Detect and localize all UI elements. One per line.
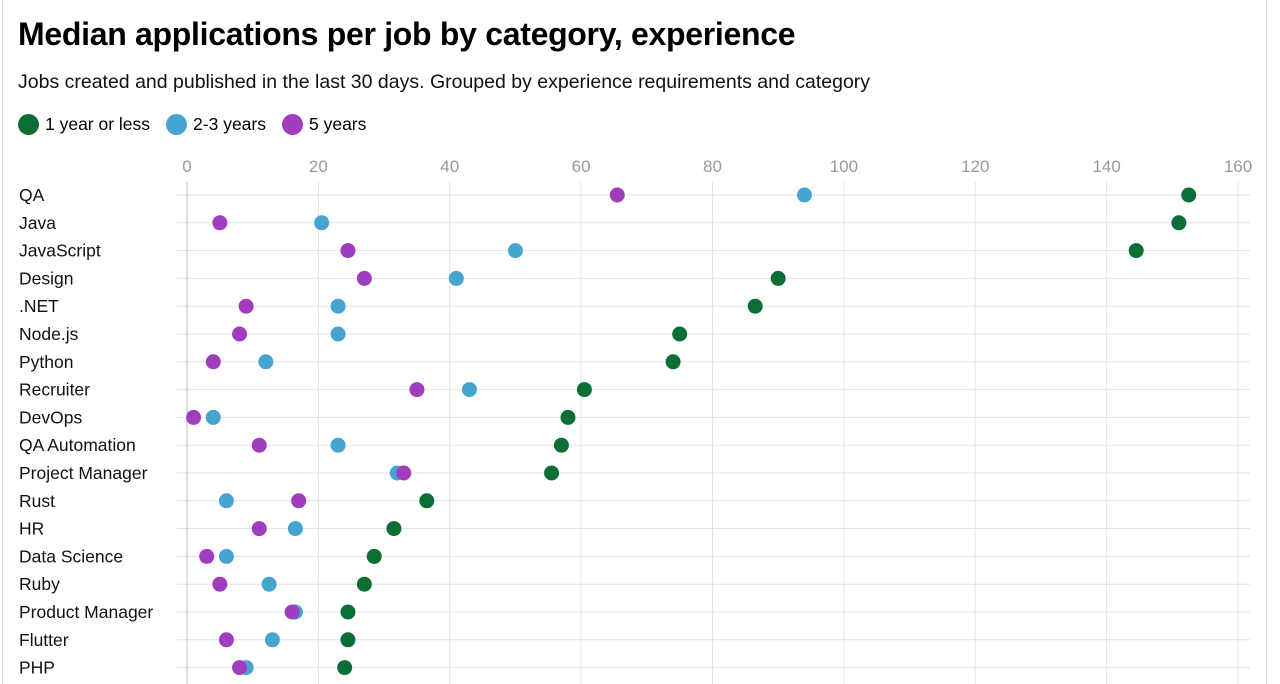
point-2-3-years-flutter bbox=[264, 632, 280, 648]
category-label-qa-automation: QA Automation bbox=[19, 435, 136, 455]
point-2-3-years-recruiter bbox=[461, 382, 477, 398]
point-2-3-years-rust bbox=[218, 493, 234, 509]
category-label-python: Python bbox=[19, 352, 73, 372]
x-tick-label: 40 bbox=[440, 157, 459, 176]
category-label-design: Design bbox=[19, 268, 73, 288]
point-2-3-years-java bbox=[314, 215, 330, 231]
point-2-3-years-design bbox=[448, 270, 464, 286]
point-1-year-or-less-rust bbox=[419, 493, 435, 509]
chart-title: Median applications per job by category,… bbox=[18, 16, 796, 52]
legend-label-5-years: 5 years bbox=[309, 114, 367, 134]
category-label-qa: QA bbox=[19, 185, 45, 205]
point-1-year-or-less-hr bbox=[386, 521, 402, 537]
point-1-year-or-less-flutter bbox=[340, 632, 356, 648]
x-tick-label: 0 bbox=[182, 157, 191, 176]
point-1-year-or-less-design bbox=[770, 270, 786, 286]
point-1-year-or-less-recruiter bbox=[576, 382, 592, 398]
point-5-years-flutter bbox=[218, 632, 234, 648]
point-1-year-or-less-qa-automation bbox=[553, 437, 569, 453]
x-tick-label: 120 bbox=[961, 157, 989, 176]
point-5-years-data-science bbox=[199, 548, 215, 564]
point-2-3-years-hr bbox=[287, 521, 303, 537]
legend: 1 year or less 2-3 years 5 years bbox=[18, 114, 366, 135]
category-label-hr: HR bbox=[19, 519, 44, 539]
legend-item-2-3-years: 2-3 years bbox=[166, 114, 266, 135]
point-5-years-qa-automation bbox=[251, 437, 267, 453]
category-label-devops: DevOps bbox=[19, 407, 82, 427]
chart-subtitle: Jobs created and published in the last 3… bbox=[18, 71, 871, 93]
point-2-3-years-javascript bbox=[507, 243, 523, 259]
point-2-3-years-python bbox=[258, 354, 274, 370]
point-5-years-devops bbox=[186, 409, 202, 425]
point-1-year-or-less-product-manager bbox=[340, 604, 356, 620]
point-1-year-or-less-python bbox=[665, 354, 681, 370]
point-5-years-python bbox=[205, 354, 221, 370]
point-2-3-years-qa-automation bbox=[330, 437, 346, 453]
point-1-year-or-less-php bbox=[337, 660, 353, 676]
x-tick-label: 140 bbox=[1092, 157, 1120, 176]
point-5-years-product-manager bbox=[284, 604, 300, 620]
category-label-ruby: Ruby bbox=[19, 574, 60, 594]
category-label-javascript: JavaScript bbox=[19, 241, 101, 261]
legend-swatch-5-years bbox=[282, 114, 303, 135]
category-label-rust: Rust bbox=[19, 491, 55, 511]
point-5-years-hr bbox=[251, 521, 267, 537]
point-2-3-years-ruby bbox=[261, 576, 277, 592]
point-2-3-years-qa bbox=[796, 187, 812, 203]
point-5-years-php bbox=[232, 660, 248, 676]
point-5-years-project-manager bbox=[396, 465, 412, 481]
point-2-3-years-data-science bbox=[218, 548, 234, 564]
category-label-node-js: Node.js bbox=[19, 324, 79, 344]
point-1-year-or-less-javascript bbox=[1128, 243, 1144, 259]
point-1-year-or-less-project-manager bbox=[544, 465, 560, 481]
x-tick-label: 160 bbox=[1224, 157, 1252, 176]
point-1-year-or-less-ruby bbox=[356, 576, 372, 592]
x-tick-label: 60 bbox=[572, 157, 591, 176]
legend-item-1-year-or-less: 1 year or less bbox=[18, 114, 150, 135]
point-5-years-recruiter bbox=[409, 382, 425, 398]
legend-item-5-years: 5 years bbox=[282, 114, 366, 135]
category-label-project-manager: Project Manager bbox=[19, 463, 148, 483]
category-label-java: Java bbox=[19, 213, 56, 233]
x-tick-label: 100 bbox=[830, 157, 858, 176]
point-1-year-or-less-qa bbox=[1181, 187, 1197, 203]
point-1-year-or-less-net bbox=[747, 298, 763, 314]
point-5-years-rust bbox=[291, 493, 307, 509]
x-tick-label: 80 bbox=[703, 157, 722, 176]
category-label-flutter: Flutter bbox=[19, 630, 69, 650]
category-label-recruiter: Recruiter bbox=[19, 380, 90, 400]
point-5-years-net bbox=[238, 298, 254, 314]
point-5-years-java bbox=[212, 215, 228, 231]
point-1-year-or-less-devops bbox=[560, 409, 576, 425]
x-tick-label: 20 bbox=[309, 157, 328, 176]
legend-label-2-3-years: 2-3 years bbox=[193, 114, 266, 134]
legend-label-1-year-or-less: 1 year or less bbox=[45, 114, 151, 134]
point-2-3-years-node-js bbox=[330, 326, 346, 342]
category-label-net: .NET bbox=[19, 296, 59, 316]
point-1-year-or-less-data-science bbox=[366, 548, 382, 564]
point-5-years-ruby bbox=[212, 576, 228, 592]
point-2-3-years-devops bbox=[205, 409, 221, 425]
category-label-data-science: Data Science bbox=[19, 546, 123, 566]
category-label-php: PHP bbox=[19, 658, 55, 678]
point-5-years-javascript bbox=[340, 243, 356, 259]
legend-swatch-1-year-or-less bbox=[18, 114, 39, 135]
point-5-years-qa bbox=[609, 187, 625, 203]
point-5-years-node-js bbox=[232, 326, 248, 342]
category-label-product-manager: Product Manager bbox=[19, 602, 153, 622]
point-2-3-years-net bbox=[330, 298, 346, 314]
legend-swatch-2-3-years bbox=[166, 114, 188, 135]
point-5-years-design bbox=[356, 270, 372, 286]
point-1-year-or-less-java bbox=[1171, 215, 1187, 231]
point-1-year-or-less-node-js bbox=[672, 326, 688, 342]
